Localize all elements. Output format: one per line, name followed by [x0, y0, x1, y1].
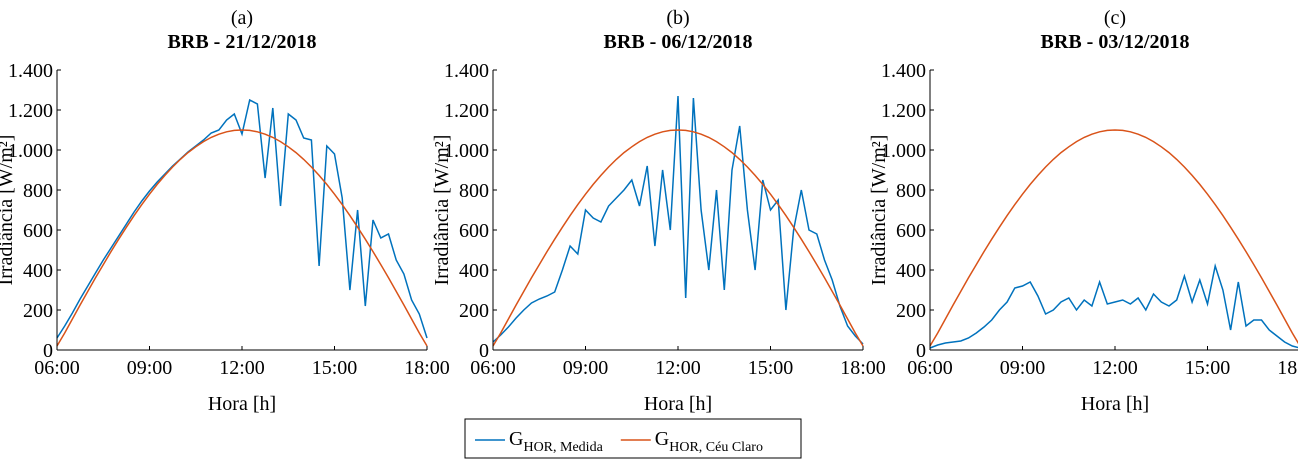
- legend-subscript: HOR, Medida: [523, 440, 603, 455]
- y-tick-label: 1.200: [881, 100, 926, 122]
- y-tick-label: 600: [896, 220, 926, 242]
- data-line: [492, 129, 864, 347]
- y-tick-label: 200: [23, 300, 53, 322]
- data-line: [929, 129, 1298, 347]
- y-axis-label: Irradiância [W/m²]: [431, 135, 453, 286]
- x-tick-label: 18:00: [840, 357, 886, 379]
- y-tick-label: 800: [896, 180, 926, 202]
- y-tick-label: 0: [43, 340, 53, 362]
- y-tick-label: 0: [479, 340, 489, 362]
- y-axis-label: Irradiância [W/m²]: [868, 135, 890, 286]
- y-tick-label: 0: [916, 340, 926, 362]
- data-line: [929, 263, 1298, 349]
- y-tick-label: 800: [23, 180, 53, 202]
- x-tick-label: 12:00: [219, 357, 265, 379]
- chart-title: BRB - 21/12/2018: [168, 31, 317, 53]
- y-tick-label: 1.400: [881, 60, 926, 82]
- y-tick-label: 1.200: [8, 100, 53, 122]
- y-tick-label: 400: [896, 260, 926, 282]
- x-tick-label: 06:00: [34, 357, 80, 379]
- y-tick-label: 1.400: [444, 60, 489, 82]
- chart-title: BRB - 06/12/2018: [604, 31, 753, 53]
- legend-subscript: HOR, Céu Claro: [669, 440, 763, 455]
- x-tick-label: 15:00: [312, 357, 358, 379]
- panel-label: (b): [666, 7, 689, 29]
- panel-label: (a): [231, 7, 253, 29]
- legend-label: GHOR, Medida: [509, 428, 604, 455]
- y-tick-label: 1.200: [444, 100, 489, 122]
- legend-label: GHOR, Céu Claro: [655, 428, 763, 455]
- x-tick-label: 18:00: [404, 357, 450, 379]
- y-tick-label: 800: [459, 180, 489, 202]
- y-tick-label: 600: [459, 220, 489, 242]
- x-tick-label: 09:00: [127, 357, 173, 379]
- legend-box: [464, 418, 802, 459]
- x-tick-label: 15:00: [748, 357, 794, 379]
- legend-symbol: G: [655, 428, 669, 450]
- x-tick-label: 06:00: [470, 357, 516, 379]
- x-tick-label: 12:00: [655, 357, 701, 379]
- y-tick-label: 200: [459, 300, 489, 322]
- y-tick-label: 400: [459, 260, 489, 282]
- data-line: [492, 95, 864, 345]
- y-tick-label: 1.000: [444, 140, 489, 162]
- x-axis-label: Hora [h]: [208, 393, 276, 415]
- x-tick-label: 09:00: [1000, 357, 1046, 379]
- x-tick-label: 09:00: [563, 357, 609, 379]
- data-line: [56, 129, 428, 347]
- x-tick-label: 15:00: [1185, 357, 1231, 379]
- panel-label: (c): [1104, 7, 1126, 29]
- y-tick-label: 600: [23, 220, 53, 242]
- x-axis-label: Hora [h]: [1081, 393, 1149, 415]
- chart-title: BRB - 03/12/2018: [1041, 31, 1190, 53]
- y-tick-label: 400: [23, 260, 53, 282]
- y-axis-label: Irradiância [W/m²]: [0, 135, 17, 286]
- x-tick-label: 18:00: [1277, 357, 1298, 379]
- x-axis-label: Hora [h]: [644, 393, 712, 415]
- y-tick-label: 1.400: [8, 60, 53, 82]
- y-tick-label: 1.000: [8, 140, 53, 162]
- x-tick-label: 06:00: [907, 357, 953, 379]
- data-line: [56, 98, 428, 339]
- y-tick-label: 200: [896, 300, 926, 322]
- x-tick-label: 12:00: [1092, 357, 1138, 379]
- y-tick-label: 1.000: [881, 140, 926, 162]
- legend-symbol: G: [509, 428, 523, 450]
